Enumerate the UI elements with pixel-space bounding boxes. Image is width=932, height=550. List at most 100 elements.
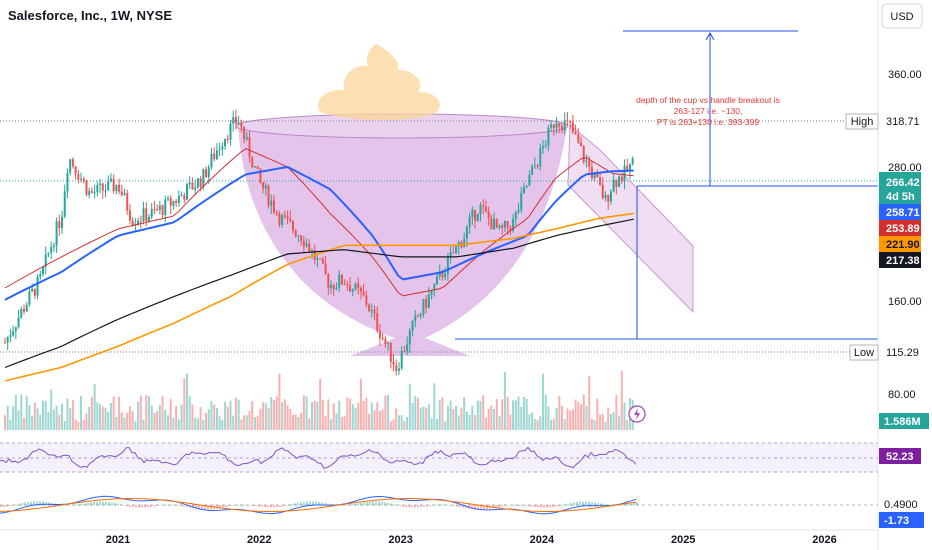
svg-text:Low: Low xyxy=(854,347,874,359)
candle-body xyxy=(199,178,202,188)
volume-bar xyxy=(582,394,585,430)
macd-hist-bar xyxy=(486,505,488,510)
volume-bar xyxy=(191,404,194,430)
svg-text:258.71: 258.71 xyxy=(886,207,920,219)
candle-body xyxy=(71,159,74,167)
macd-hist-bar xyxy=(552,505,554,508)
macd-hist-bar xyxy=(531,505,533,507)
volume-bar xyxy=(145,394,148,430)
volume-bar xyxy=(210,401,213,430)
candle-body xyxy=(31,288,34,292)
ma-black-label: 217.38 xyxy=(879,252,921,268)
candle-body xyxy=(28,291,31,305)
volume-bar xyxy=(270,396,273,430)
macd-hist-bar xyxy=(621,504,623,506)
candle-body xyxy=(156,209,159,211)
handle-channel[interactable] xyxy=(567,123,694,314)
candle-body xyxy=(408,330,411,345)
candle-body xyxy=(316,258,319,260)
volume-bar xyxy=(3,415,6,430)
volume-bar xyxy=(256,415,259,430)
candle-body xyxy=(126,193,129,211)
candle-body xyxy=(256,166,259,169)
volume-bar xyxy=(302,395,305,430)
candle-body xyxy=(397,368,400,371)
volume-bar xyxy=(169,399,172,430)
candle-body xyxy=(104,190,107,192)
macd-hist-bar xyxy=(111,502,113,506)
candle-body xyxy=(427,294,430,308)
volume-bar xyxy=(9,419,12,430)
volume-bar xyxy=(368,413,371,430)
candle-body xyxy=(131,220,134,225)
volume-bar xyxy=(384,395,387,430)
volume-bar xyxy=(444,421,447,430)
candle-body xyxy=(490,218,493,230)
lightning-icon[interactable] xyxy=(628,405,646,423)
macd-hist-bar xyxy=(303,501,305,506)
volume-bar xyxy=(376,402,379,430)
macd-hist-bar xyxy=(477,505,479,510)
volume-bar xyxy=(561,405,564,430)
candle-body xyxy=(506,221,509,228)
candle-body xyxy=(471,209,474,218)
macd-hist-bar xyxy=(159,505,161,506)
volume-bar xyxy=(259,408,262,430)
volume-bar xyxy=(362,400,365,430)
candle-body xyxy=(93,192,96,194)
macd-hist-bar xyxy=(180,505,182,507)
volume-bar xyxy=(558,395,561,430)
candle-body xyxy=(498,225,501,228)
volume-bar xyxy=(22,417,25,430)
macd-hist-bar xyxy=(600,503,602,506)
price-axis[interactable] xyxy=(878,0,932,550)
candle-body xyxy=(571,122,574,133)
candle-body xyxy=(42,266,45,275)
volume-bar xyxy=(563,419,566,430)
candle-body xyxy=(109,178,112,182)
macd-hist-bar xyxy=(21,503,23,506)
volume-bar xyxy=(555,408,558,430)
macd-hist-bar xyxy=(243,504,245,506)
macd-hist-bar xyxy=(501,505,503,507)
candle-body xyxy=(340,274,343,285)
candle-body xyxy=(416,315,419,317)
volume-bar xyxy=(571,409,574,430)
candle-body xyxy=(305,243,308,247)
time-axis[interactable]: 2021 2022 2023 2024 2025 2026 xyxy=(106,534,837,546)
chart-title: Salesforce, Inc., 1W, NYSE xyxy=(8,8,172,23)
currency-button[interactable]: USD xyxy=(881,3,923,29)
volume-bar xyxy=(580,404,583,430)
projection-drawing[interactable] xyxy=(455,30,878,340)
macd-hist-bar xyxy=(522,505,524,506)
volume-bar xyxy=(131,411,134,430)
volume-bar xyxy=(446,405,449,430)
volume-bar xyxy=(531,412,534,430)
candle-body xyxy=(552,124,555,129)
volume-bar xyxy=(327,399,330,430)
volume-bar xyxy=(370,402,373,430)
volume-bar xyxy=(202,419,205,430)
macd-hist-bar xyxy=(171,504,173,506)
candle-body xyxy=(142,208,145,221)
volume-bar xyxy=(590,418,593,430)
cup-drawing[interactable] xyxy=(235,44,569,356)
candle-body xyxy=(590,166,593,179)
candle-body xyxy=(525,185,528,188)
volume-bar xyxy=(392,419,395,430)
macd-hist-bar xyxy=(558,505,560,507)
volume-bar xyxy=(615,394,618,430)
volume-bar xyxy=(213,404,216,430)
macd-hist-bar xyxy=(324,502,326,506)
candle-body xyxy=(514,211,517,220)
volume-bar xyxy=(221,420,224,430)
macd-hist-bar xyxy=(471,505,473,510)
candle-body xyxy=(539,147,542,167)
volume-bar xyxy=(468,414,471,430)
candle-body xyxy=(354,283,357,290)
candle-body xyxy=(536,165,539,167)
volume-bar xyxy=(66,398,69,430)
candle-body xyxy=(349,285,352,292)
volume-bar xyxy=(547,406,550,430)
